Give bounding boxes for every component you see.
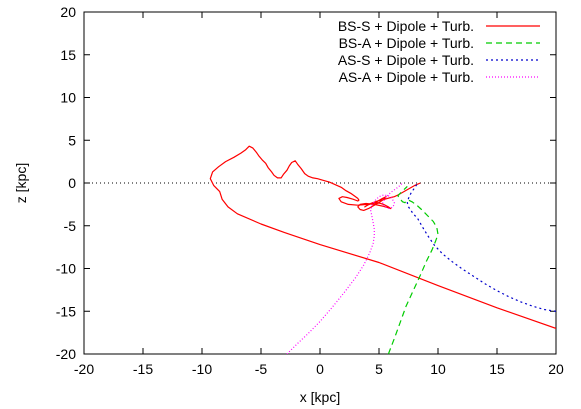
- x-tick-label: 10: [430, 361, 446, 377]
- x-tick-label: 0: [316, 361, 324, 377]
- legend-label-2: BS-A + Dipole + Turb.: [339, 35, 474, 51]
- legend-label-1: BS-S + Dipole + Turb.: [338, 18, 474, 34]
- y-tick-label: 5: [68, 132, 76, 148]
- x-tick-label: 20: [548, 361, 564, 377]
- y-tick-label: 0: [68, 175, 76, 191]
- x-tick-label: -10: [192, 361, 212, 377]
- series-line-2: [387, 185, 439, 354]
- y-tick-label: -15: [56, 303, 76, 319]
- y-tick-label: 15: [60, 47, 76, 63]
- x-tick-label: 15: [489, 361, 505, 377]
- series-layer: [209, 145, 556, 354]
- legend: BS-S + Dipole + Turb.BS-A + Dipole + Tur…: [338, 18, 540, 85]
- x-tick-label: -5: [255, 361, 268, 377]
- x-tick-label: 5: [375, 361, 383, 377]
- y-tick-label: 10: [60, 90, 76, 106]
- y-tick-label: -20: [56, 346, 76, 362]
- y-tick-label: -10: [56, 261, 76, 277]
- y-axis-ticks: -20 -15 -10 -5 0 5 10 15 20: [56, 4, 556, 362]
- series-line-3: [406, 182, 556, 312]
- x-axis-ticks: -20 -15 -10 -5 0 5 10 15 20: [74, 12, 564, 377]
- legend-label-3: AS-S + Dipole + Turb.: [338, 52, 474, 68]
- x-axis-label: x [kpc]: [300, 389, 340, 405]
- y-tick-label: -5: [64, 218, 77, 234]
- series-line-1: [209, 145, 556, 329]
- x-tick-label: -15: [133, 361, 153, 377]
- series-line-4: [286, 182, 404, 354]
- x-tick-label: -20: [74, 361, 94, 377]
- legend-label-4: AS-A + Dipole + Turb.: [339, 69, 474, 85]
- y-axis-label: z [kpc]: [13, 163, 29, 203]
- y-tick-label: 20: [60, 4, 76, 20]
